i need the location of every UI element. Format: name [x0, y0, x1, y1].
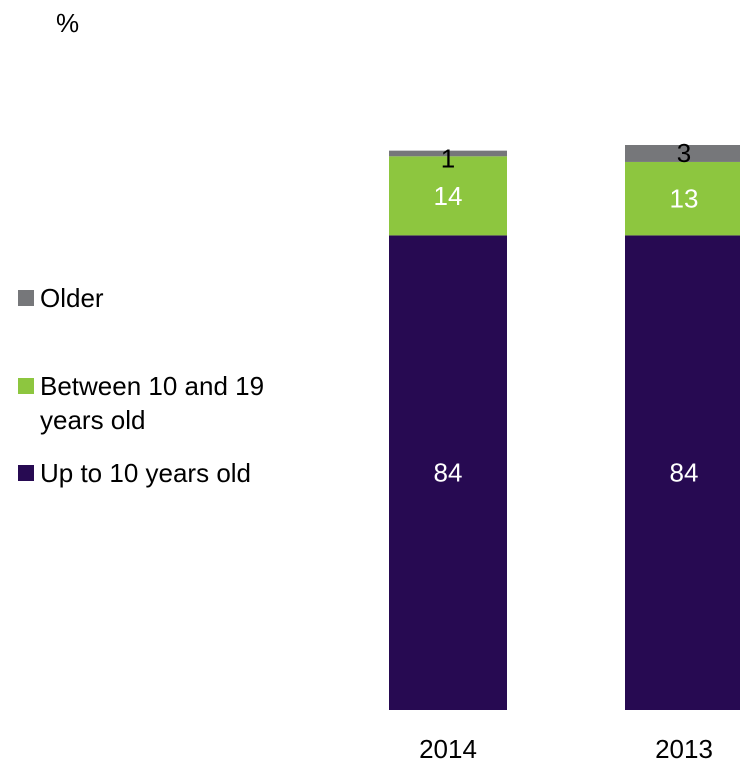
legend-swatch: [18, 378, 34, 394]
legend-swatch: [18, 290, 34, 306]
data-label-2013-up-to-10-years-old: 84: [670, 458, 699, 488]
bar-segment-2014-older: [389, 150, 507, 157]
x-tick-label-2013: 2013: [655, 734, 713, 762]
data-label-2014-older: 1: [441, 144, 455, 174]
data-label-2013-older: 3: [677, 138, 691, 168]
bar-segment-2013-up-to-10-years-old: [625, 235, 740, 710]
legend-label: Older: [40, 283, 104, 313]
data-label-2014-up-to-10-years-old: 84: [434, 458, 463, 488]
legend-item-between-10-and-19-years-old: Between 10 and 19 years old: [18, 371, 264, 435]
legend: Older Between 10 and 19 years old Up to 10 …: [18, 283, 264, 488]
x-axis-tick-labels: 2014 2013: [419, 734, 713, 762]
unit-label: %: [56, 8, 79, 38]
bars: 84 14 1 84 13 3: [389, 138, 740, 710]
legend-swatch: [18, 465, 34, 481]
bar-segment-2014-up-to-10-years-old: [389, 235, 507, 710]
data-label-2013-between-10-and-19-years-old: 13: [670, 184, 699, 214]
bar-segment-2013-between-10-and-19-years-old: [625, 161, 740, 236]
legend-item-up-to-10-years-old: Up to 10 years old: [18, 458, 251, 488]
bar-segment-2014-between-10-and-19-years-old: [389, 156, 507, 236]
legend-item-older: Older: [18, 283, 104, 313]
legend-label: Between 10 and 19: [40, 371, 264, 401]
data-label-2014-between-10-and-19-years-old: 14: [434, 181, 463, 211]
x-tick-label-2014: 2014: [419, 734, 477, 762]
legend-label: years old: [40, 405, 146, 435]
bar-segment-2013-older: [625, 145, 740, 162]
legend-label: Up to 10 years old: [40, 458, 251, 488]
